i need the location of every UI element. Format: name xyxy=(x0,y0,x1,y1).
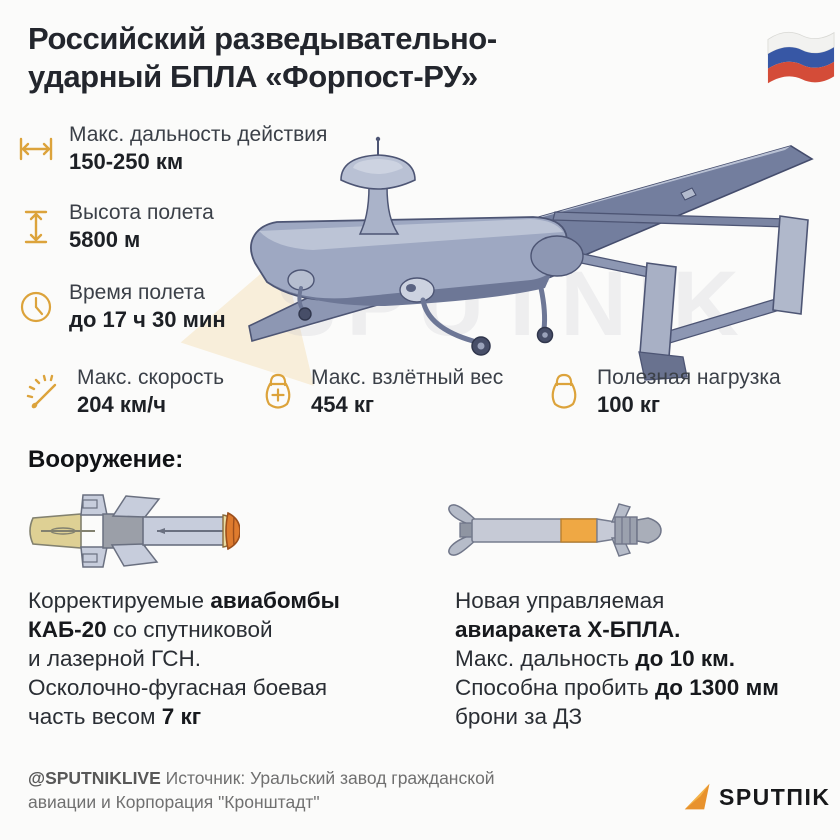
sputniklive-handle: @SPUTNIKLIVE xyxy=(28,768,161,788)
spec-altitude-label: Высота полета xyxy=(69,201,214,224)
page-title: Российский разведывательно-ударный БПЛА … xyxy=(28,20,497,96)
text-segment: часть весом xyxy=(28,704,162,729)
missile-description-line: Макс. дальность до 10 км. xyxy=(455,644,835,673)
text-segment-bold: авиабомбы xyxy=(210,588,340,613)
title-line-1: Российский разведывательно- xyxy=(28,21,497,56)
spec-flight-time-label: Время полета xyxy=(69,281,205,304)
russia-flag-icon xyxy=(767,31,835,84)
spec-payload-label: Полезная нагрузка xyxy=(597,366,781,389)
spec-range: Макс. дальность действия 150-250 км xyxy=(14,122,327,175)
bomb-description-line: КАБ-20 со спутниковой xyxy=(28,615,438,644)
source-line-1: Источник: Уральский завод гражданской xyxy=(165,768,495,788)
bomb-description-line: Осколочно-фугасная боевая xyxy=(28,673,438,702)
text-segment: со спутниковой xyxy=(106,617,273,642)
text-segment: Способна пробить xyxy=(455,675,655,700)
sputnik-logo: SPUTΠIK xyxy=(683,782,830,812)
text-segment-bold: до 1300 мм xyxy=(654,675,779,700)
text-segment: Новая управляемая xyxy=(455,588,665,613)
bomb-description-line: Корректируемые авиабомбы xyxy=(28,586,438,615)
spec-range-value: 150-250 км xyxy=(69,149,184,174)
bomb-description: Корректируемые авиабомбы КАБ-20 со спутн… xyxy=(28,586,438,731)
missile-description-line: авиаракета Х-БПЛА. xyxy=(455,615,835,644)
spec-speed-label: Макс. скорость xyxy=(77,366,225,389)
spec-range-label: Макс. дальность действия xyxy=(69,123,328,146)
spec-altitude: Высота полета 5800 м xyxy=(14,200,214,253)
text-segment: Макс. дальность xyxy=(455,646,636,671)
spec-takeoff-weight-value: 454 кг xyxy=(311,392,374,417)
text-segment-bold: до 10 км. xyxy=(635,646,736,671)
bomb-description-line: часть весом 7 кг xyxy=(28,702,438,731)
text-segment: Осколочно-фугасная боевая xyxy=(28,675,328,700)
kettlebell-icon xyxy=(551,373,577,409)
spec-takeoff-weight: Макс. взлётный вес 454 кг xyxy=(256,365,503,418)
kab20-bomb-illustration xyxy=(29,494,240,568)
missile-description-line: брони за ДЗ xyxy=(455,702,835,731)
spec-altitude-value: 5800 м xyxy=(69,227,141,252)
spec-payload: Полезная нагрузка 100 кг xyxy=(542,365,781,418)
kettlebell-plus-icon xyxy=(265,373,291,409)
spec-flight-time-value: до 17 ч 30 мин xyxy=(69,307,226,332)
missile-description-line: Способна пробить до 1300 мм xyxy=(455,673,835,702)
altitude-arrows-icon xyxy=(24,210,48,243)
spec-takeoff-weight-label: Макс. взлётный вес xyxy=(311,366,504,389)
missile-description: Новая управляемая авиаракета Х-БПЛА. Мак… xyxy=(455,586,835,731)
spec-payload-value: 100 кг xyxy=(597,392,660,417)
drone-illustration xyxy=(248,136,814,381)
text-segment: и лазерной ГСН. xyxy=(28,646,201,671)
spec-speed-value: 204 км/ч xyxy=(77,392,166,417)
bomb-description-line: и лазерной ГСН. xyxy=(28,644,438,673)
text-segment-bold: 7 кг xyxy=(161,704,202,729)
x-bpla-missile-illustration xyxy=(448,503,662,557)
text-segment-bold: авиаракета Х-БПЛА. xyxy=(455,617,681,642)
range-arrows-icon xyxy=(19,137,53,160)
clock-icon xyxy=(20,291,52,322)
text-segment: Корректируемые xyxy=(28,588,211,613)
source-line-2: авиации и Корпорация "Кронштадт" xyxy=(28,792,320,812)
spec-speed: Макс. скорость 204 км/ч xyxy=(22,365,224,418)
sputnik-logo-text: SPUTΠIK xyxy=(719,783,831,810)
speedometer-icon xyxy=(26,374,57,408)
sputnik-logo-icon xyxy=(684,783,710,810)
spec-flight-time: Время полета до 17 ч 30 мин xyxy=(14,280,226,333)
source-attribution: @SPUTNIKLIVE Источник: Уральский завод г… xyxy=(28,766,495,814)
title-line-2: ударный БПЛА «Форпост-РУ» xyxy=(28,59,478,94)
missile-description-line: Новая управляемая xyxy=(455,586,835,615)
text-segment-bold: КАБ-20 xyxy=(28,617,107,642)
text-segment: брони за ДЗ xyxy=(455,704,583,729)
weapons-heading: Вооружение: xyxy=(28,446,184,473)
